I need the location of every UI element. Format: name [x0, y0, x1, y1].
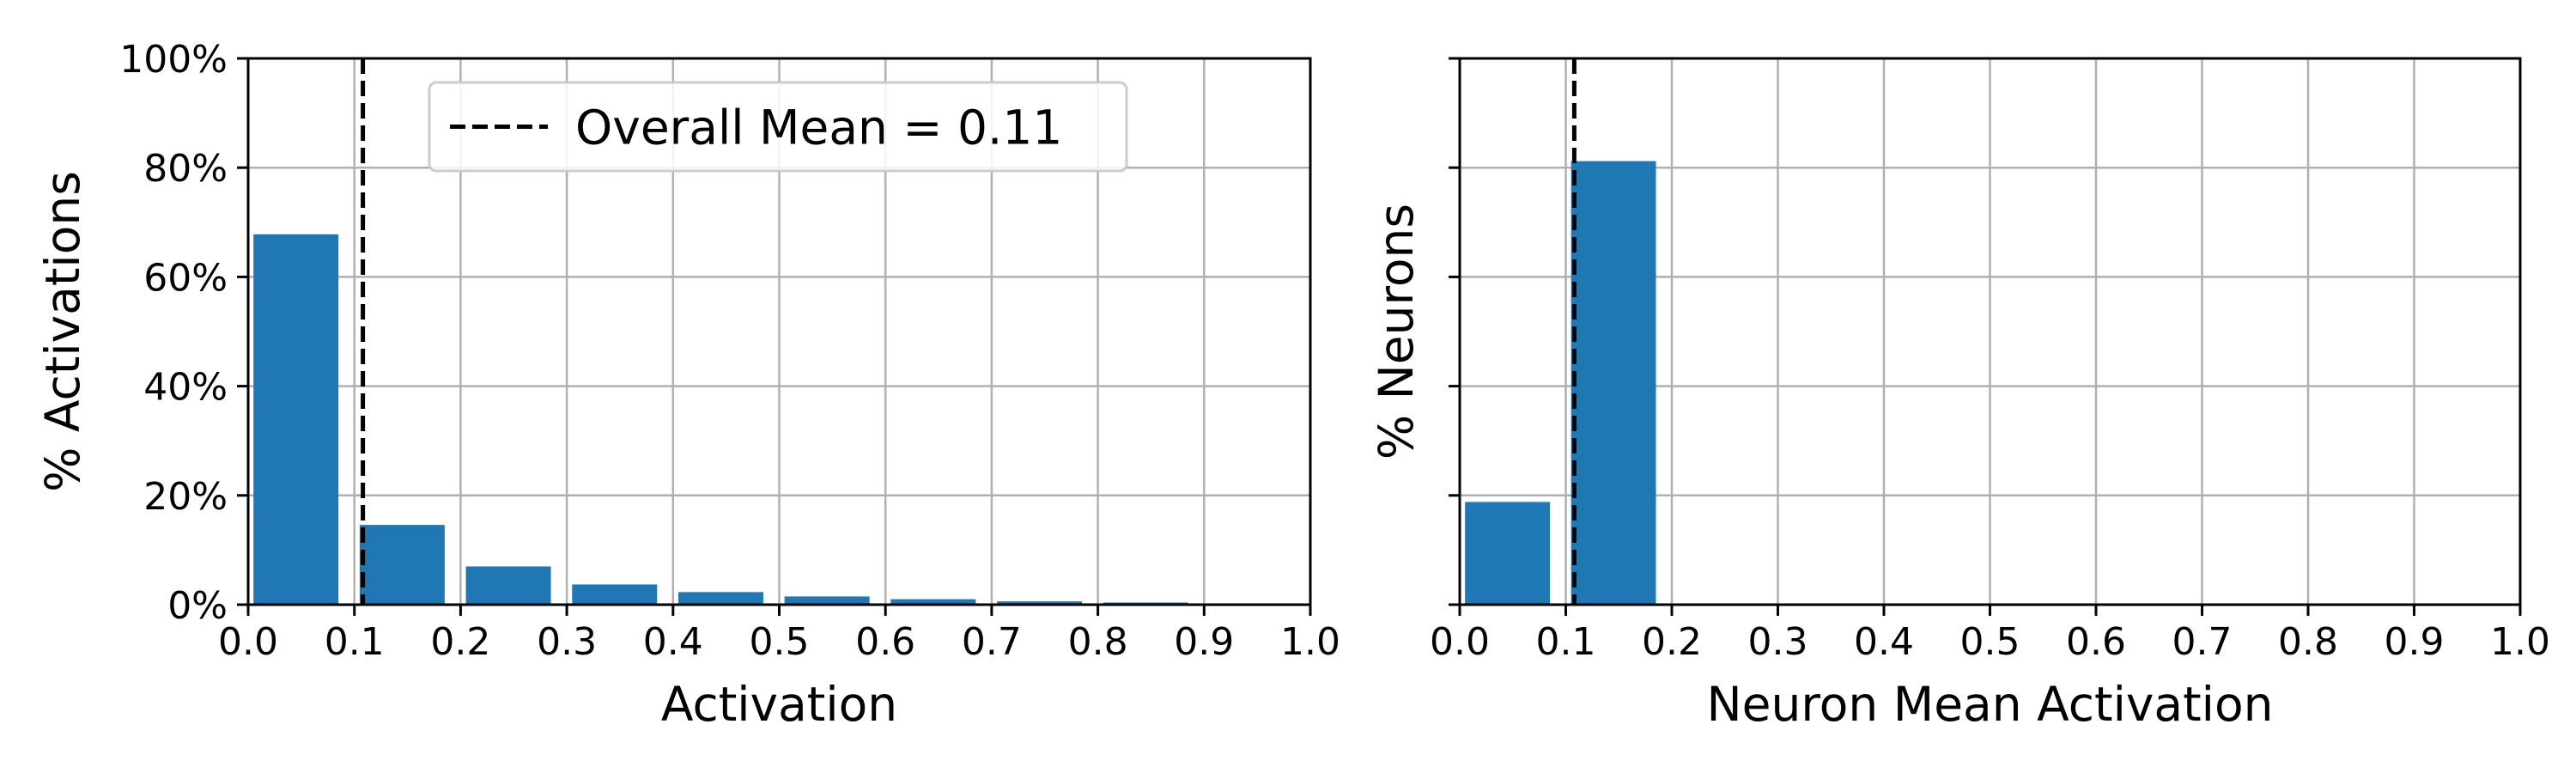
- x-tick-label: 0.0: [1430, 620, 1490, 664]
- y-axis-label: % Activations: [35, 171, 90, 492]
- x-tick-label: 0.9: [2385, 620, 2445, 664]
- x-tick-label: 0.8: [1068, 620, 1128, 664]
- x-tick-label: 0.4: [643, 620, 703, 664]
- x-tick-label: 0.9: [1174, 620, 1234, 664]
- x-tick-label: 0.3: [1748, 620, 1808, 664]
- y-tick-label: 0%: [167, 584, 228, 628]
- y-tick-label: 60%: [143, 256, 228, 300]
- legend: Overall Mean = 0.11: [428, 81, 1128, 173]
- x-tick-label: 0.8: [2278, 620, 2338, 664]
- x-tick-label: 0.1: [325, 620, 385, 664]
- legend-box: [428, 81, 1128, 173]
- histogram-bar: [572, 584, 658, 605]
- y-axis-label: % Neurons: [1369, 204, 1424, 460]
- x-tick-label: 0.2: [430, 620, 490, 664]
- x-tick-label: 0.2: [1642, 620, 1702, 664]
- x-tick-label: 0.3: [537, 620, 597, 664]
- histogram-bar: [890, 599, 976, 605]
- histogram-bar: [465, 566, 551, 605]
- y-tick-label: 80%: [143, 147, 228, 191]
- x-tick-label: 1.0: [2490, 620, 2550, 664]
- histogram-bar: [253, 234, 339, 605]
- x-tick-label: 0.6: [2066, 620, 2126, 664]
- x-tick-label: 0.6: [855, 620, 915, 664]
- y-tick-label: 20%: [143, 475, 228, 519]
- histogram-bar: [1465, 502, 1550, 605]
- x-tick-label: 0.7: [962, 620, 1022, 664]
- histogram-bar: [1571, 161, 1656, 605]
- x-tick-label: 0.0: [218, 620, 278, 664]
- x-tick-label: 0.1: [1536, 620, 1596, 664]
- y-tick-label: 40%: [143, 366, 228, 410]
- x-tick-label: 0.5: [750, 620, 810, 664]
- x-tick-label: 0.5: [1960, 620, 2020, 664]
- x-tick-label: 0.4: [1854, 620, 1914, 664]
- histogram-bar: [784, 596, 870, 605]
- histogram-bar: [677, 592, 763, 605]
- histogram-bar: [359, 525, 445, 605]
- x-axis-label: Activation: [661, 677, 897, 732]
- y-tick-label: 100%: [119, 38, 228, 82]
- left-chart-activations: 0.0 0.1 0.2 0.3 0.4 0.5 0.6 0.7 0.8 0.9 1.0 0% 20% 40…: [35, 38, 1340, 732]
- legend-label: Overall Mean = 0.11: [575, 100, 1062, 155]
- histogram-bar: [997, 601, 1083, 605]
- right-chart-neuron-means: 0.0 0.1 0.2 0.3 0.4 0.5 0.6 0.7 0.8 0.9 1.0 Neuron …: [1369, 57, 2550, 732]
- x-axis-label: Neuron Mean Activation: [1707, 677, 2274, 732]
- x-tick-label: 0.7: [2172, 620, 2233, 664]
- x-tick-label: 1.0: [1280, 620, 1340, 664]
